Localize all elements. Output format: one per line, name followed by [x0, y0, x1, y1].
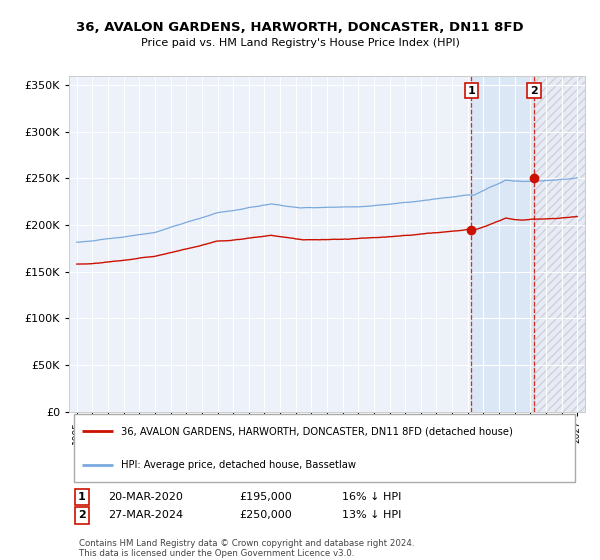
Text: Contains HM Land Registry data © Crown copyright and database right 2024.
This d: Contains HM Land Registry data © Crown c… [79, 539, 415, 558]
Text: 20-MAR-2020: 20-MAR-2020 [108, 492, 182, 502]
Text: 13% ↓ HPI: 13% ↓ HPI [343, 511, 402, 520]
Bar [534, 76, 585, 412]
Text: 36, AVALON GARDENS, HARWORTH, DONCASTER, DN11 8FD (detached house): 36, AVALON GARDENS, HARWORTH, DONCASTER,… [121, 426, 512, 436]
Text: HPI: Average price, detached house, Bassetlaw: HPI: Average price, detached house, Bass… [121, 460, 356, 470]
Text: 2: 2 [530, 86, 538, 96]
Text: 16% ↓ HPI: 16% ↓ HPI [343, 492, 402, 502]
Text: 36, AVALON GARDENS, HARWORTH, DONCASTER, DN11 8FD: 36, AVALON GARDENS, HARWORTH, DONCASTER,… [76, 21, 524, 34]
Text: Price paid vs. HM Land Registry's House Price Index (HPI): Price paid vs. HM Land Registry's House … [140, 38, 460, 48]
Bar [534, 76, 585, 412]
Bar [471, 76, 534, 412]
Text: 2: 2 [78, 511, 86, 520]
FancyBboxPatch shape [74, 414, 575, 482]
Text: £195,000: £195,000 [239, 492, 292, 502]
Text: 1: 1 [78, 492, 86, 502]
Text: £250,000: £250,000 [239, 511, 292, 520]
Text: 1: 1 [467, 86, 475, 96]
Bar [534, 76, 585, 412]
Text: 27-MAR-2024: 27-MAR-2024 [108, 511, 183, 520]
